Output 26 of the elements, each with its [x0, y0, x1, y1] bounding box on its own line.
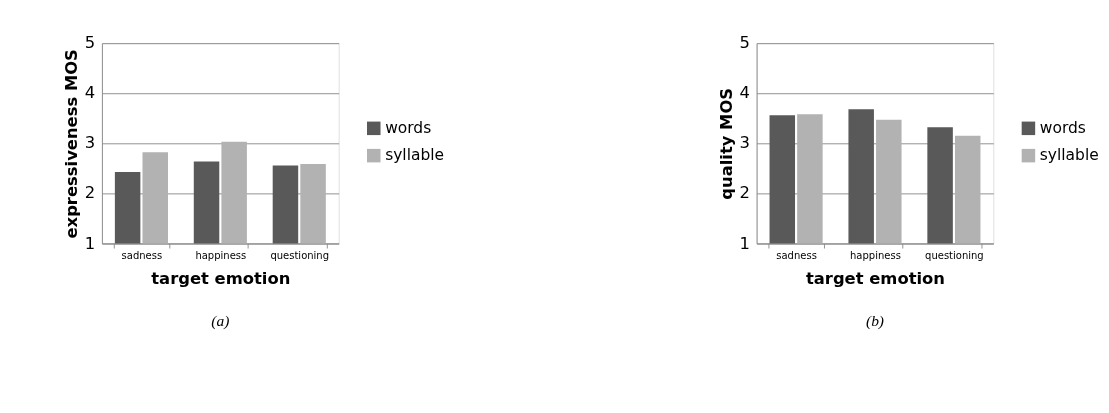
- legend-label: words: [1039, 118, 1086, 137]
- text: (a): [211, 312, 230, 331]
- legend-label: syllable: [1039, 146, 1099, 165]
- x-tick-label: sadness: [776, 249, 817, 261]
- x-tick-label: questioning: [270, 249, 330, 261]
- y-tick-label: 1: [84, 233, 96, 253]
- y-tick-label: 3: [84, 133, 96, 153]
- x-tick-label: sadness: [121, 249, 163, 261]
- y-axis-title: expressiveness MOS: [62, 49, 82, 239]
- y-axis-title: quality MOS: [717, 87, 737, 200]
- x-tick-label: questioning: [925, 249, 984, 261]
- y-tick-label: 3: [739, 133, 750, 153]
- x-tick-label: happiness: [850, 249, 901, 261]
- legend-label: words: [385, 118, 432, 137]
- y-tick-label: 2: [84, 183, 96, 203]
- x-axis-title: target emotion: [805, 269, 945, 289]
- y-tick-label: 1: [739, 233, 750, 253]
- y-tick-label: 4: [84, 83, 96, 103]
- y-tick-label: 5: [739, 33, 750, 53]
- y-tick-label: 4: [739, 83, 750, 103]
- y-tick-label: 5: [84, 33, 96, 53]
- x-tick-label: happiness: [195, 249, 247, 261]
- text: (b): [865, 312, 885, 331]
- y-tick-label: 2: [739, 183, 750, 203]
- legend-label: syllable: [385, 146, 445, 165]
- x-axis-title: target emotion: [151, 269, 291, 289]
